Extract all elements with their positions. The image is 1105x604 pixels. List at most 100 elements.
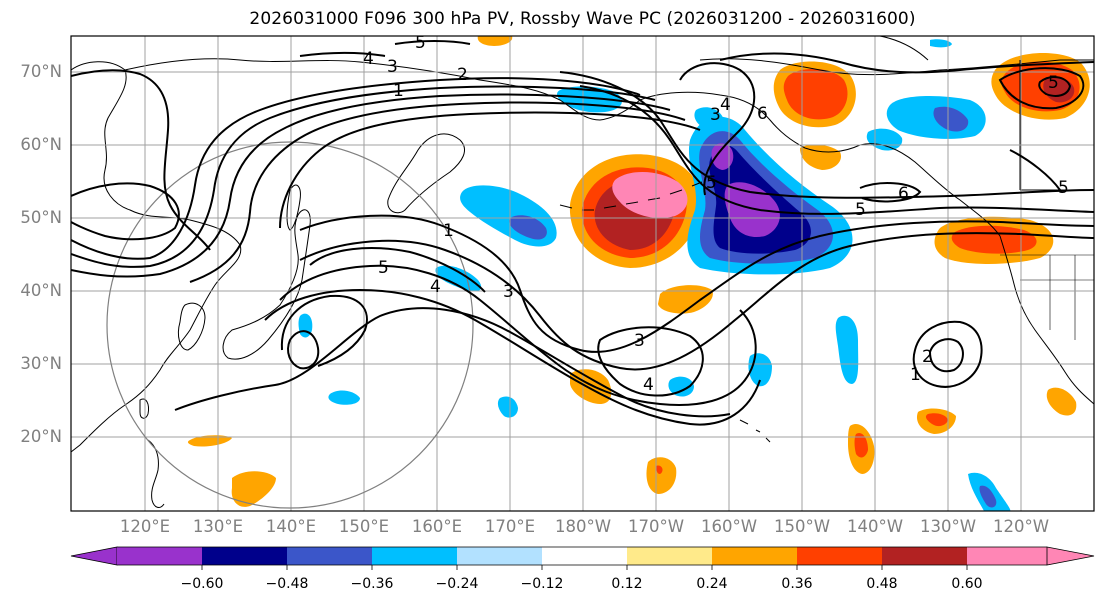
colorbar-segment — [117, 547, 202, 565]
coastline-north-america — [999, 235, 1094, 405]
colorbar-tick-label: 0.24 — [696, 576, 728, 592]
coastline-asia — [71, 61, 242, 453]
contour-label: 6 — [757, 104, 768, 124]
contour-label: 3 — [634, 331, 645, 351]
lon-label-130e: 130°E — [192, 517, 244, 536]
pv-contour-ne-2 — [998, 67, 1085, 110]
colorbar-tick-label: 0.48 — [866, 576, 898, 592]
coastline-philippines — [147, 439, 165, 508]
contour-label: 1 — [393, 81, 404, 101]
contour-label: 5 — [1058, 178, 1069, 198]
contour-label: 5 — [706, 173, 717, 193]
lat-label-20n: 20°N — [20, 427, 62, 446]
coastline-kamchatka — [387, 133, 465, 214]
contour-label: 4 — [643, 375, 654, 395]
coastline-aleutians — [559, 181, 703, 211]
pv-contour-jet-3 — [279, 264, 757, 406]
pv-contour-cutoff-inner — [928, 338, 964, 373]
lon-label-150e: 150°E — [338, 517, 390, 536]
pv-contour-kurile — [309, 247, 486, 293]
colorbar-tick-label: −0.24 — [435, 576, 479, 592]
colorbar-tick-label: −0.48 — [265, 576, 309, 592]
colorbar-segment — [542, 547, 627, 565]
reference-circle — [106, 141, 474, 509]
contour-label: 2 — [457, 65, 468, 85]
pv-contour-bering-1 — [579, 85, 1094, 215]
colorbar-tick-label: 0.60 — [951, 576, 983, 592]
lon-label-150w: 150°W — [773, 517, 831, 536]
pv-contour-5-top — [394, 40, 471, 45]
colorbar-segment — [457, 547, 542, 565]
pv-contour-3-loop — [597, 326, 704, 397]
colorbar-segment — [882, 547, 967, 565]
pv-contour-3 — [71, 93, 671, 278]
colorbar-arrow-left — [70, 546, 118, 566]
contour-labels: 1 2 3 4 5 5 1 5 4 3 3 4 6 6 5 5 1 2 3 4 … — [363, 33, 1069, 395]
colorbar-arrow-right — [1046, 546, 1095, 566]
pv-contour-ne-1 — [859, 182, 922, 203]
lon-label-170w: 170°W — [627, 517, 685, 536]
lon-label-120w: 120°W — [992, 517, 1050, 536]
contour-label: 4 — [430, 277, 441, 297]
contour-label: 2 — [922, 347, 933, 367]
pv-contour-2 — [71, 85, 656, 268]
coastline-us-states — [1000, 254, 1094, 340]
coastline-japan — [222, 209, 311, 360]
lon-label-160e: 160°E — [411, 517, 463, 536]
contour-label: 5 — [855, 200, 866, 220]
coastline-sakhalin — [286, 184, 301, 231]
pv-contour-south — [174, 307, 731, 418]
pv-contour-bering-2 — [559, 71, 1094, 199]
lat-label-50n: 50°N — [20, 208, 62, 227]
colorbar-segment — [202, 547, 287, 565]
colorbar — [70, 546, 1095, 570]
lon-label-180w: 180°W — [554, 517, 612, 536]
lat-label-60n: 60°N — [20, 135, 62, 154]
contour-label: 1 — [910, 365, 921, 385]
gridlines — [71, 36, 1094, 511]
colorbar-outline — [117, 546, 1047, 566]
pv-contour-5 — [279, 111, 701, 229]
contour-label: 3 — [710, 105, 721, 125]
pv-contour-1 — [71, 77, 641, 260]
contour-label: 4 — [363, 49, 374, 69]
colorbar-segment — [287, 547, 372, 565]
colorbar-tick-label: −0.36 — [350, 576, 394, 592]
colorbar-segment — [797, 547, 882, 565]
colorbar-tick-label: 0.36 — [781, 576, 813, 592]
pv-contour-jet-1 — [299, 214, 1094, 353]
colorbar-segment — [372, 547, 457, 565]
pv-contour-ne-3 — [1038, 76, 1072, 97]
pv-contour-bering-4 — [719, 52, 1094, 74]
map-frame — [70, 35, 1095, 512]
map-panel: 1 2 3 4 5 5 1 5 4 3 3 4 6 6 5 5 1 2 3 4 … — [71, 33, 1094, 511]
pv-contour-jpn-outer — [280, 294, 368, 367]
pv-contour-west-trough — [71, 182, 180, 241]
contour-label: 3 — [503, 282, 514, 302]
coastline-korea — [177, 302, 206, 351]
pv-contour-jet-2 — [299, 232, 1094, 371]
map-title: 2026031000 F096 300 hPa PV, Rossby Wave … — [249, 9, 916, 29]
contour-label: 5 — [378, 258, 389, 278]
lon-label-160w: 160°W — [700, 517, 758, 536]
coastline-siberia — [124, 58, 641, 121]
contour-label: 5 — [1048, 73, 1059, 93]
pv-contour-ne-4 — [1009, 149, 1061, 191]
contour-label: 6 — [898, 184, 909, 204]
lon-label-120e: 120°E — [119, 517, 171, 536]
lon-label-140w: 140°W — [846, 517, 904, 536]
lon-label-140e: 140°E — [265, 517, 317, 536]
colorbar-ticks — [201, 565, 968, 570]
pv-contour-4-top — [299, 52, 386, 57]
colorbar-tick-label: −0.12 — [520, 576, 564, 592]
pv-contour-bering-3 — [679, 62, 756, 196]
lon-label-170e: 170°E — [484, 517, 536, 536]
contour-label: 5 — [415, 33, 426, 53]
colorbar-segment — [712, 547, 797, 565]
contour-label: 3 — [387, 57, 398, 77]
coastline-greenland — [879, 36, 929, 61]
contour-label: 1 — [443, 221, 454, 241]
colorbar-tick-label: −0.60 — [180, 576, 224, 592]
colorbar-segment — [967, 547, 1047, 565]
